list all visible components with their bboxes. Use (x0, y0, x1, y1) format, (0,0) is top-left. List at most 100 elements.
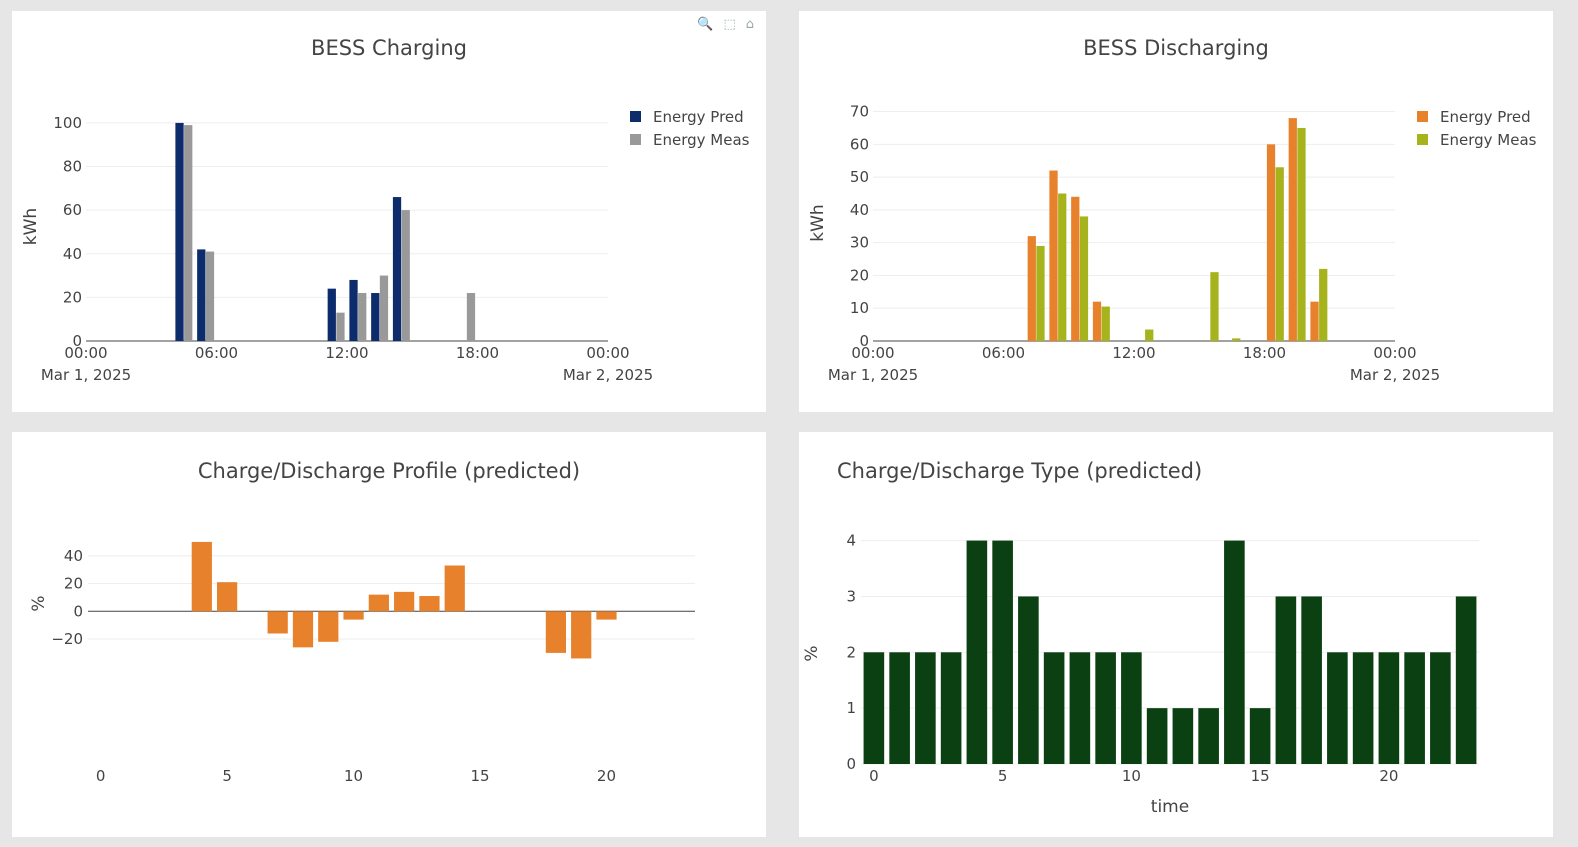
bar (1018, 596, 1039, 764)
bar-energy-pred (1288, 118, 1297, 341)
y-tick-label: −20 (51, 630, 83, 648)
bar (1430, 652, 1451, 764)
bar (1352, 652, 1374, 764)
legend-label: Energy Meas (653, 131, 750, 149)
legend-swatch (630, 111, 641, 122)
bar (571, 611, 592, 659)
y-axis-label: kWh (808, 204, 828, 241)
bar-energy-meas (205, 251, 215, 341)
y-tick-label: 2 (846, 643, 856, 661)
x-tick-date-label: Mar 2, 2025 (1350, 366, 1440, 384)
box-select-icon[interactable]: ⬚ (723, 17, 736, 32)
bar (1224, 540, 1245, 764)
bar (1249, 708, 1271, 764)
y-tick-label: 20 (64, 575, 83, 593)
bar (1404, 652, 1425, 764)
bar (940, 652, 962, 764)
bar-energy-meas (1058, 193, 1067, 341)
bar-energy-pred (327, 288, 336, 341)
x-tick-date-label: Mar 2, 2025 (563, 366, 653, 384)
bar-energy-pred (1092, 301, 1102, 341)
bar (915, 652, 936, 764)
y-tick-label: 0 (846, 755, 856, 773)
bar (1172, 708, 1194, 764)
y-axis-label: % (29, 595, 49, 611)
legend-label: Energy Meas (1440, 131, 1537, 149)
bar-energy-meas (1036, 245, 1045, 341)
bar (1095, 652, 1116, 764)
bar (1069, 652, 1091, 764)
x-tick-label: 00:00 (586, 344, 629, 362)
y-tick-label: 70 (850, 103, 869, 121)
chart-title: BESS Charging (311, 36, 467, 60)
x-tick-label: 18:00 (456, 344, 499, 362)
y-tick-label: 10 (850, 299, 869, 317)
y-tick-label: 20 (63, 288, 82, 306)
bar-energy-pred (349, 279, 358, 341)
y-tick-label: 30 (850, 234, 869, 252)
bar (267, 611, 288, 634)
bar (863, 652, 885, 764)
chart-panel-bess-discharging: BESS Discharging 0 10 20 30 40 50 60 70 kWh 00:00 M… (799, 11, 1553, 412)
bar-energy-meas (1319, 268, 1328, 341)
x-tick-label: 10 (344, 767, 363, 785)
y-tick-label: 60 (63, 201, 82, 219)
bar (318, 611, 339, 642)
bar (343, 611, 364, 620)
profile-chart: Charge/Discharge Profile (predicted) −20 0… (29, 459, 695, 785)
chart-title: BESS Discharging (1083, 36, 1269, 60)
x-tick-label: 10 (1122, 767, 1141, 785)
chart-panel-bess-charging: BESS Charging 0 20 40 60 80 100 kWh 00:00 Mar 1, … (12, 11, 766, 412)
zoom-icon[interactable]: 🔍 (697, 17, 714, 32)
bar-energy-pred (1266, 144, 1276, 341)
bar (1275, 596, 1297, 764)
y-tick-label: 0 (73, 602, 83, 620)
x-tick-label: 06:00 (982, 344, 1025, 362)
bar-energy-meas (379, 275, 389, 341)
x-tick-label: 00:00 (64, 344, 107, 362)
bar (419, 596, 440, 612)
bar (1043, 652, 1065, 764)
home-icon[interactable]: ⌂ (745, 17, 754, 32)
x-tick-label: 15 (470, 767, 489, 785)
bar (992, 540, 1013, 764)
bar (1301, 596, 1322, 764)
bar (545, 611, 567, 653)
y-tick-label: 0 (72, 332, 82, 350)
x-tick-label: 18:00 (1243, 344, 1286, 362)
y-tick-label: 3 (846, 587, 856, 605)
x-tick-label: 15 (1251, 767, 1270, 785)
bar (216, 582, 238, 612)
y-tick-label: 40 (850, 201, 869, 219)
y-tick-label: 40 (63, 245, 82, 263)
legend-label: Energy Pred (653, 108, 744, 126)
bar (191, 541, 212, 612)
chart-title: Charge/Discharge Profile (predicted) (198, 459, 580, 483)
bar-energy-pred (392, 197, 402, 341)
x-tick-label: 00:00 (1373, 344, 1416, 362)
legend-label: Energy Pred (1440, 108, 1531, 126)
bar (1327, 652, 1348, 764)
modebar: 🔍 ⬚ ⌂ (697, 17, 754, 32)
x-tick-label: 06:00 (195, 344, 238, 362)
bar (292, 611, 314, 648)
x-tick-label: 00:00 (851, 344, 894, 362)
chart-title: Charge/Discharge Type (predicted) (837, 459, 1202, 483)
bar-energy-meas (1145, 329, 1154, 341)
bar (889, 652, 910, 764)
bar (394, 591, 415, 612)
y-tick-label: 0 (859, 332, 869, 350)
y-tick-label: 60 (850, 135, 869, 153)
bar (1121, 652, 1142, 764)
x-tick-label: 20 (597, 767, 616, 785)
bar (966, 540, 988, 764)
bar-energy-pred (1310, 301, 1319, 341)
bar (596, 611, 617, 620)
bar-energy-pred (1049, 170, 1058, 341)
bar-energy-pred (175, 122, 184, 342)
type-chart: Charge/Discharge Type (predicted) 0 1 2 3 4% 0… (802, 459, 1479, 817)
y-tick-label: 80 (63, 158, 82, 176)
bess-charging-chart: BESS Charging 0 20 40 60 80 100 kWh 00:00 Mar 1, … (21, 36, 750, 384)
bar-energy-meas (184, 125, 193, 341)
bar-energy-pred (371, 293, 380, 341)
